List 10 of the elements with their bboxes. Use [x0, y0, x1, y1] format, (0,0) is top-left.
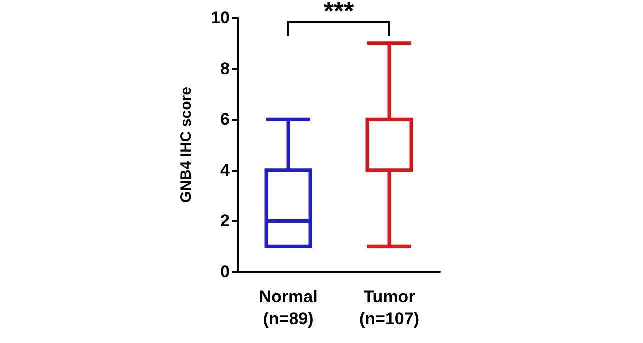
x-tick-label: Normal (n=89) — [259, 288, 318, 328]
annotation: *** — [324, 0, 356, 26]
y-tick-label: 4 — [220, 160, 231, 180]
y-tick-label: 6 — [220, 110, 230, 130]
y-tick-label: 2 — [220, 212, 230, 231]
y-tick-label: 10 — [211, 8, 230, 28]
y-axis-title: GNB4 IHC score — [178, 87, 195, 203]
y-tick-label: 0 — [220, 262, 230, 282]
y-tick-label: 8 — [220, 59, 230, 78]
x-tick-label: Tumor (n=107) — [360, 288, 420, 328]
